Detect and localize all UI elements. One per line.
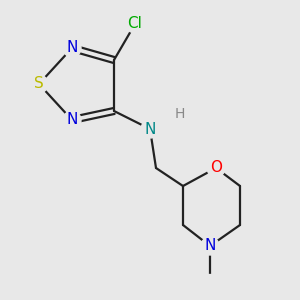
Circle shape	[63, 39, 81, 57]
Circle shape	[171, 105, 189, 123]
Circle shape	[141, 120, 159, 138]
Text: O: O	[210, 160, 222, 175]
Circle shape	[202, 274, 217, 290]
Text: N: N	[204, 238, 216, 253]
Text: S: S	[34, 76, 44, 92]
Text: H: H	[175, 107, 185, 121]
Text: N: N	[66, 112, 78, 128]
Text: N: N	[144, 122, 156, 136]
Circle shape	[63, 111, 81, 129]
Circle shape	[30, 75, 48, 93]
Text: N: N	[66, 40, 78, 56]
Circle shape	[126, 15, 144, 33]
Text: Cl: Cl	[128, 16, 142, 32]
Circle shape	[201, 237, 219, 255]
Circle shape	[207, 159, 225, 177]
